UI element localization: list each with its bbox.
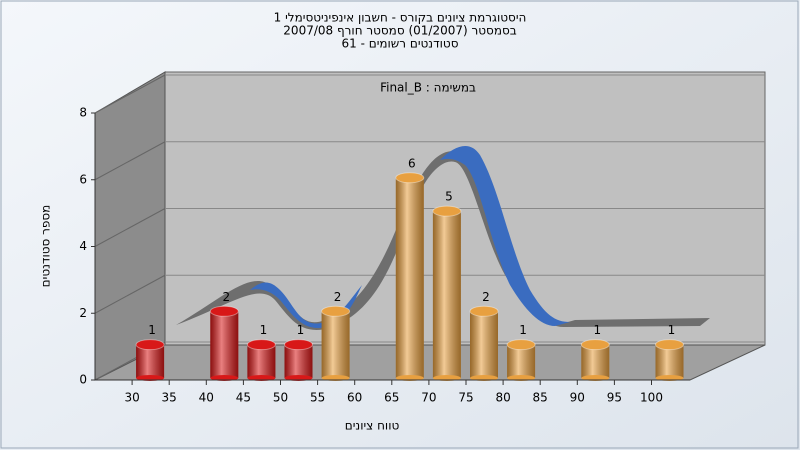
data-label: 1 bbox=[668, 323, 676, 337]
bar-shade bbox=[432, 211, 461, 378]
bar-top bbox=[469, 305, 499, 317]
data-label: 2 bbox=[482, 290, 490, 304]
chart-title: היסטוגרמת ציונים בקורס - חשבון אינפיניטס… bbox=[274, 11, 527, 25]
bar-shade bbox=[655, 344, 684, 378]
bar-top bbox=[246, 339, 276, 351]
bar-shade bbox=[395, 177, 424, 378]
grid-line bbox=[94, 208, 166, 247]
data-label: 1 bbox=[148, 323, 156, 337]
y-tick-label: 8 bbox=[79, 106, 87, 120]
bar-top bbox=[506, 339, 536, 351]
data-label: 2 bbox=[222, 290, 230, 304]
data-label: 2 bbox=[334, 290, 342, 304]
chart-subtitle: סטודנטים רשומים - 61 bbox=[341, 37, 458, 51]
grid-line bbox=[94, 274, 166, 314]
bar-top bbox=[209, 305, 239, 317]
x-tick-label: 70 bbox=[421, 391, 436, 405]
bar-top bbox=[580, 339, 610, 351]
y-tick-label: 6 bbox=[79, 172, 87, 186]
bar-shade bbox=[470, 311, 498, 378]
bar-shade bbox=[507, 344, 536, 378]
x-axis-label: טווח ציונים bbox=[345, 419, 400, 433]
fit-curve bbox=[250, 145, 570, 328]
x-tick-label: 60 bbox=[347, 391, 362, 405]
bar-shade bbox=[136, 344, 165, 378]
bar-top bbox=[432, 205, 462, 217]
data-label: 6 bbox=[408, 156, 416, 170]
bar-top bbox=[135, 339, 165, 351]
y-tick-label: 2 bbox=[79, 306, 87, 320]
y-tick-label: 4 bbox=[79, 239, 87, 253]
data-label: 1 bbox=[297, 323, 305, 337]
bar-top bbox=[284, 339, 313, 351]
bar-shade bbox=[581, 344, 610, 378]
data-label: 1 bbox=[593, 323, 601, 337]
x-tick-label: 65 bbox=[384, 391, 399, 405]
bar-shade bbox=[284, 344, 313, 378]
x-tick-label: 30 bbox=[124, 391, 139, 405]
x-tick-label: 95 bbox=[607, 391, 622, 405]
x-tick-label: 55 bbox=[310, 391, 325, 405]
x-tick-label: 90 bbox=[570, 391, 585, 405]
grid-line bbox=[94, 74, 166, 114]
bar-top bbox=[321, 305, 351, 317]
x-tick-label: 85 bbox=[533, 391, 548, 405]
annotation: במשימה : Final_B bbox=[380, 81, 476, 95]
bar-shade bbox=[210, 311, 239, 378]
bar-top bbox=[395, 172, 425, 184]
x-tick-label: 100 bbox=[640, 391, 663, 405]
data-label: 5 bbox=[445, 190, 453, 204]
x-tick-label: 50 bbox=[273, 391, 288, 405]
bar-shade bbox=[321, 311, 350, 378]
x-tick-label: 35 bbox=[162, 391, 177, 405]
data-label: 1 bbox=[260, 323, 268, 337]
grid-line bbox=[94, 141, 166, 181]
data-label: 1 bbox=[519, 323, 527, 337]
x-tick-label: 80 bbox=[495, 391, 510, 405]
y-tick-label: 0 bbox=[79, 373, 87, 387]
x-tick-label: 40 bbox=[199, 391, 214, 405]
y-axis-label: מספר סטודנטים bbox=[39, 205, 53, 288]
bar-top bbox=[655, 339, 684, 351]
chart-subtitle: בסמסטר (01/2007) סמסטר חורף 2007/08 bbox=[283, 24, 516, 38]
bar-shade bbox=[247, 344, 276, 378]
bars: 1 2 1 1 2 6 5 2 1 1 1 bbox=[135, 156, 684, 381]
x-tick-label: 45 bbox=[236, 391, 251, 405]
x-tick-label: 75 bbox=[458, 391, 473, 405]
